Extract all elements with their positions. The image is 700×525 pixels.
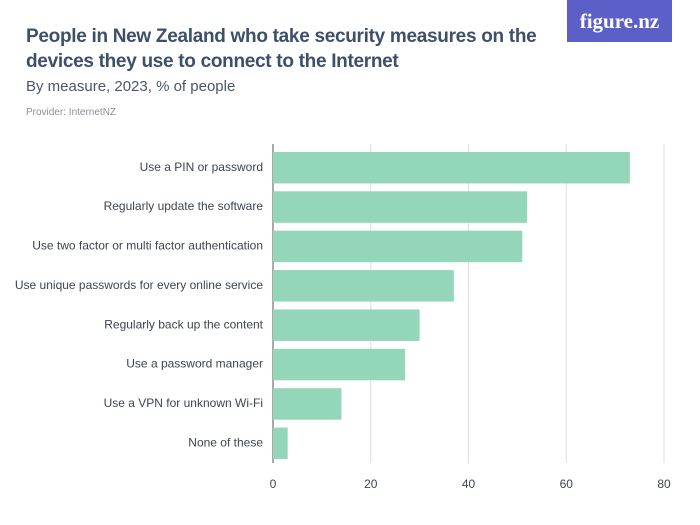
chart-subtitle: By measure, 2023, % of people <box>26 78 236 95</box>
y-tick-label: Use unique passwords for every online se… <box>15 278 263 292</box>
y-tick-label: Regularly back up the content <box>104 317 263 331</box>
x-tick-label: 0 <box>270 477 277 491</box>
x-tick-label: 80 <box>657 477 671 491</box>
bar <box>273 388 342 420</box>
bar <box>273 151 630 184</box>
x-tick-label: 60 <box>560 477 574 491</box>
logo[interactable]: figure.nz <box>567 0 672 42</box>
bar <box>273 348 405 381</box>
y-tick-label: Use a VPN for unknown Wi-Fi <box>104 396 263 410</box>
bar <box>273 427 288 460</box>
y-tick-label: Use a PIN or password <box>140 160 263 174</box>
bar <box>273 191 528 223</box>
y-tick-label: None of these <box>188 435 263 449</box>
y-tick-label: Use two factor or multi factor authentic… <box>32 239 263 253</box>
x-tick-label: 20 <box>364 477 378 491</box>
y-tick-label: Use a password manager <box>126 357 263 371</box>
y-tick-label: Regularly update the software <box>104 199 264 213</box>
bar <box>273 270 454 302</box>
provider: Provider: InternetNZ <box>26 107 117 118</box>
x-tick-label: 40 <box>462 477 476 491</box>
chart-title: People in New Zealand who take security … <box>26 26 537 72</box>
bar <box>273 230 523 263</box>
bar <box>273 309 420 341</box>
